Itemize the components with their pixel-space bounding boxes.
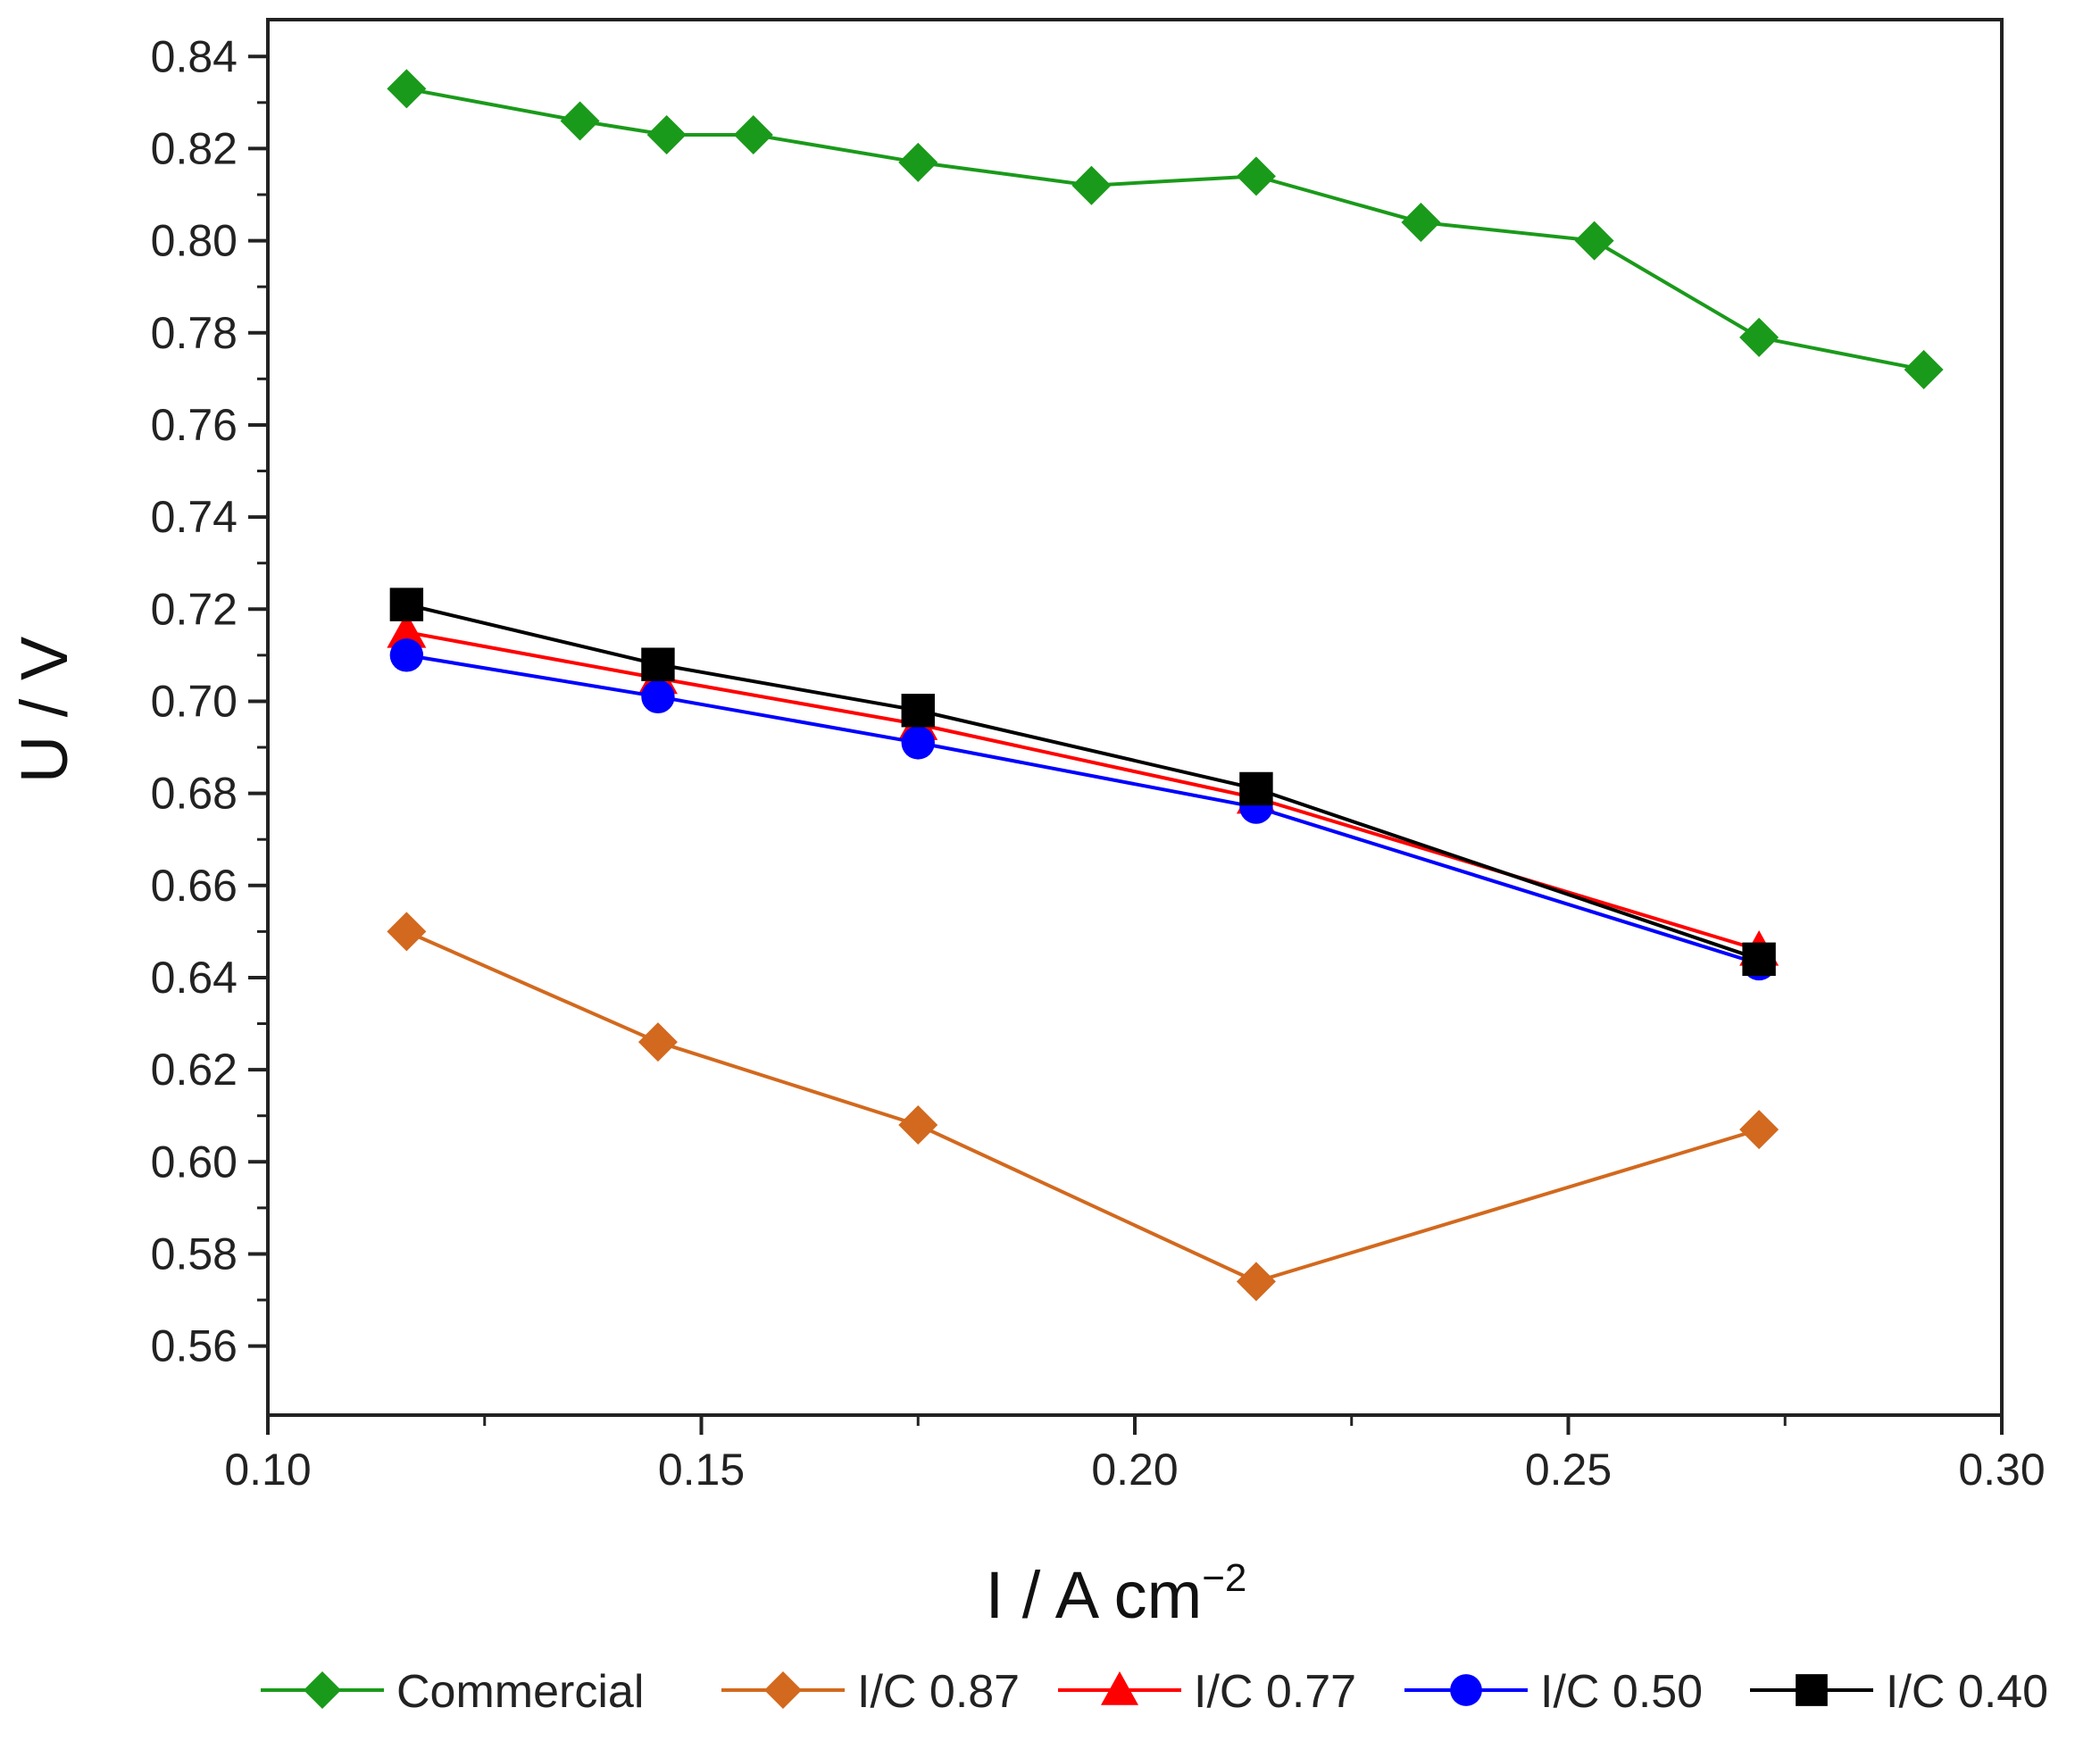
legend-swatch-marker [1450, 1674, 1482, 1706]
legend-swatch-marker [304, 1671, 341, 1709]
data-point-commercial [1904, 350, 1944, 390]
y-tick-label: 0.62 [151, 1045, 238, 1095]
y-axis-title: U / V [7, 636, 81, 783]
data-point-commercial [733, 114, 773, 154]
x-tick-label: 0.20 [1091, 1445, 1178, 1495]
x-tick-label: 0.15 [658, 1445, 745, 1495]
y-tick-label: 0.82 [151, 123, 238, 173]
x-axis: 0.10 0.15 0.20 0.25 0.30 [224, 1415, 2046, 1495]
series-layer [387, 69, 1944, 1302]
data-point-commercial [1739, 317, 1779, 357]
data-point-i-c-0-40 [641, 647, 675, 681]
series-i-c-0-50 [389, 638, 1776, 981]
legend-item-commercial: Commercial [261, 1666, 644, 1718]
y-tick-label: 0.78 [151, 308, 238, 358]
x-axis-title-main: I / A cm [986, 1558, 1203, 1632]
legend-swatch-marker [764, 1671, 802, 1709]
data-point-commercial [1071, 165, 1112, 205]
y-tick-label: 0.70 [151, 676, 238, 726]
y-tick-label: 0.76 [151, 400, 238, 450]
y-tick-label: 0.84 [151, 31, 238, 81]
y-axis: 0.56 0.58 0.60 0.62 0.64 0.66 0.68 0.70 0.72 0.74… [151, 31, 268, 1371]
y-tick-label: 0.68 [151, 769, 238, 819]
legend-item-i-c-0-40: I/C 0.40 [1750, 1666, 2048, 1718]
data-point-i-c-0-50 [641, 679, 675, 713]
y-tick-label: 0.58 [151, 1229, 238, 1279]
legend-item-i-c-0-50: I/C 0.50 [1404, 1666, 1703, 1718]
legend-label: I/C 0.40 [1886, 1666, 2048, 1718]
data-point-i-c-0-40 [901, 694, 935, 728]
series-line-i-c-0-50 [406, 653, 1760, 966]
legend-swatch-marker [1796, 1674, 1828, 1706]
y-tick-label: 0.64 [151, 953, 238, 1003]
legend-label: I/C 0.50 [1540, 1666, 1703, 1718]
legend-label: I/C 0.87 [857, 1666, 1020, 1718]
x-axis-title-exponent: −2 [1202, 1556, 1246, 1600]
y-tick-label: 0.74 [151, 492, 238, 542]
data-point-commercial [898, 142, 938, 182]
legend-item-i-c-0-77: I/C 0.77 [1058, 1666, 1356, 1718]
data-point-i-c-0-87 [638, 1022, 678, 1062]
series-line-i-c-0-40 [405, 603, 1760, 962]
legend-swatch-marker [1101, 1671, 1138, 1705]
x-tick-label: 0.25 [1525, 1445, 1612, 1495]
series-line-commercial [405, 87, 1924, 372]
data-point-commercial [1236, 156, 1276, 196]
x-axis-title: I / A cm−2 [986, 1556, 1247, 1632]
data-point-i-c-0-87 [387, 912, 427, 952]
y-tick-label: 0.56 [151, 1321, 238, 1371]
data-point-commercial [1574, 221, 1614, 261]
y-tick-label: 0.60 [151, 1137, 238, 1187]
legend: Commercial I/C 0.87 I/C 0.77 I/C 0.50 I/C 0.… [261, 1666, 2048, 1718]
data-point-commercial [1401, 202, 1441, 242]
data-point-i-c-0-50 [389, 638, 424, 672]
data-point-i-c-0-87 [1739, 1110, 1779, 1150]
legend-item-i-c-0-87: I/C 0.87 [721, 1666, 1020, 1718]
series-i-c-0-77 [387, 612, 1779, 966]
data-point-i-c-0-50 [901, 726, 935, 760]
x-tick-label: 0.30 [1958, 1445, 2045, 1495]
y-tick-label: 0.80 [151, 216, 238, 266]
y-tick-label: 0.66 [151, 861, 238, 911]
data-point-i-c-0-40 [1742, 942, 1776, 977]
legend-label: I/C 0.77 [1194, 1666, 1356, 1718]
data-point-i-c-0-87 [1236, 1262, 1276, 1302]
data-point-commercial [387, 69, 427, 109]
y-tick-label: 0.72 [151, 584, 238, 634]
series-i-c-0-87 [387, 912, 1779, 1302]
series-i-c-0-40 [389, 587, 1776, 977]
data-point-i-c-0-40 [389, 587, 424, 621]
legend-label: Commercial [396, 1666, 644, 1718]
series-commercial [387, 69, 1944, 390]
plot-frame [266, 18, 2004, 1417]
data-point-i-c-0-40 [1239, 771, 1273, 806]
data-point-i-c-0-77 [387, 612, 427, 648]
x-tick-label: 0.10 [224, 1445, 311, 1495]
data-point-i-c-0-87 [898, 1105, 938, 1145]
data-point-commercial [560, 101, 600, 141]
series-line-i-c-0-87 [405, 929, 1760, 1284]
data-point-commercial [646, 114, 687, 154]
